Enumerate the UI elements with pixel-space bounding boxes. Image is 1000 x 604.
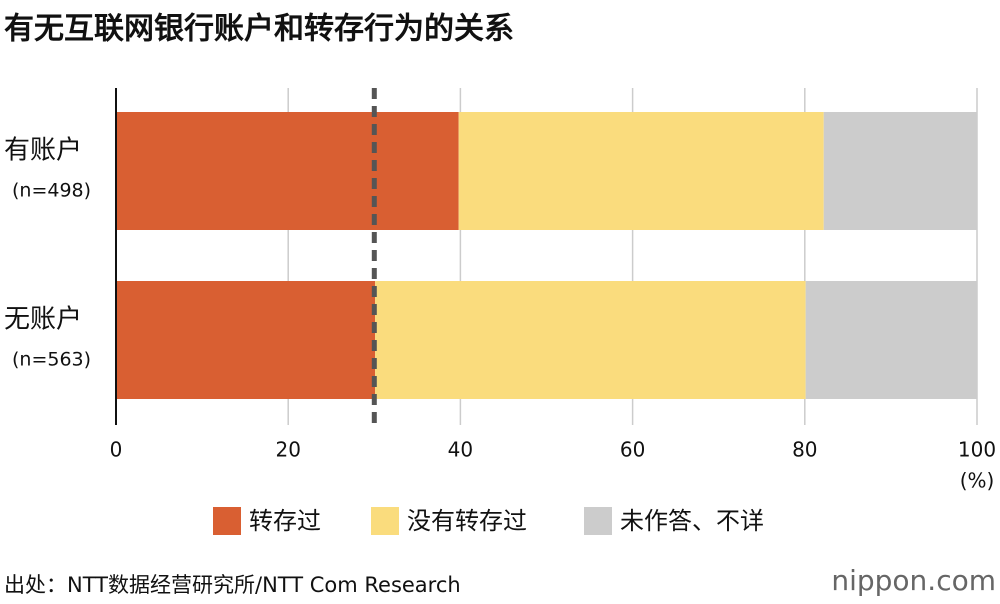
x-tick-label: 0 [110,438,123,462]
logo: nippon.com [831,564,996,597]
category-label: 有账户 [4,136,82,166]
source: 出处：NTT数据经营研究所/NTT Com Research [4,573,461,597]
bar-segment [116,281,376,399]
bar-segment [823,112,977,230]
legend-label: 未作答、不详 [620,507,764,535]
legend-swatch [213,507,241,535]
x-tick-label: 80 [792,438,817,462]
category-label: 无账户 [4,305,82,335]
bar-segment [375,281,806,399]
category-sublabel: (n=498) [12,180,91,202]
legend-label: 转存过 [249,507,321,535]
x-tick-label: 20 [275,438,300,462]
legend-swatch [371,507,399,535]
chart-title: 有无互联网银行账户和转存行为的关系 [4,12,514,47]
x-tick-label: 40 [448,438,473,462]
category-sublabel: (n=563) [12,349,91,371]
x-tick-label: 60 [620,438,645,462]
x-unit: (%) [960,469,995,493]
legend-label: 没有转存过 [407,507,527,535]
x-tick-label: 100 [958,438,996,462]
bar-segment [116,112,459,230]
legend-swatch [584,507,612,535]
bar-segment [805,281,977,399]
bar-segment [458,112,824,230]
